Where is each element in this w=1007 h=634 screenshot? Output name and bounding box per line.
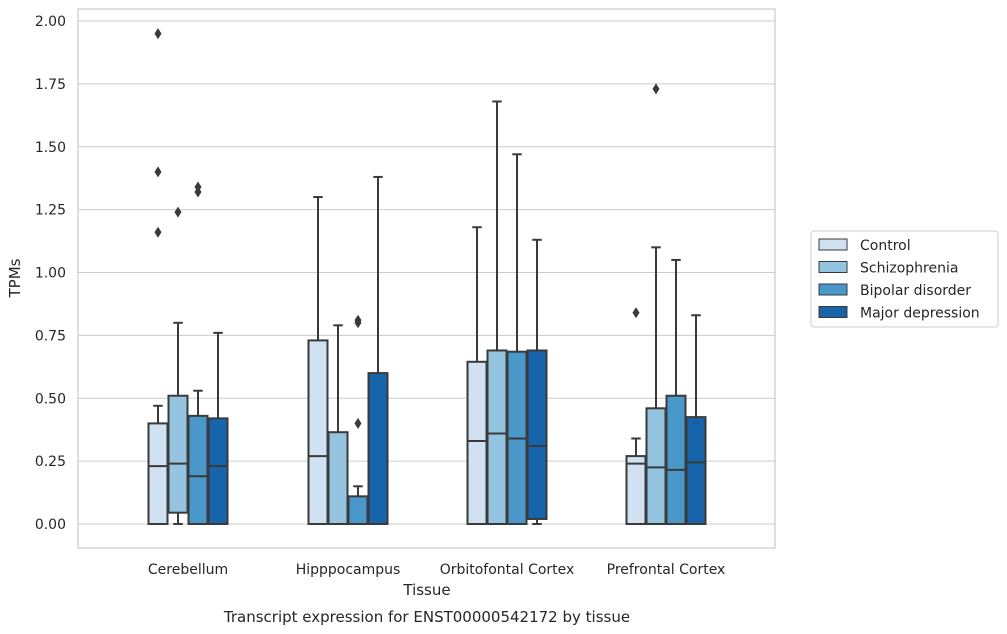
outlier-point <box>154 166 162 178</box>
outlier-point <box>354 417 362 429</box>
x-tick-label: Orbitofontal Cortex <box>440 562 575 578</box>
y-tick-label: 1.75 <box>35 77 66 93</box>
y-tick-label: 2.00 <box>35 14 66 30</box>
outlier-point <box>154 28 162 40</box>
outlier-point <box>154 226 162 238</box>
y-tick-label: 0.00 <box>35 517 66 533</box>
box <box>207 417 229 525</box>
legend-label: Bipolar disorder <box>860 283 971 299</box>
legend-label: Major depression <box>860 306 980 322</box>
box <box>526 349 548 520</box>
x-axis-label: Tissue <box>402 581 450 599</box>
box <box>187 414 209 526</box>
outlier-point <box>194 186 202 198</box>
legend-frame <box>810 230 999 328</box>
y-tick-label: 1.25 <box>35 203 66 219</box>
box <box>327 431 349 526</box>
box <box>347 495 369 525</box>
outlier-point <box>652 83 660 95</box>
legend-swatch <box>818 283 848 296</box>
box <box>367 372 389 525</box>
legend-label: Control <box>860 238 911 254</box>
chart-caption: Transcript expression for ENST0000054217… <box>223 608 630 626</box>
legend: Control Schizophrenia Bipolar disorder Majo… <box>810 230 999 328</box>
legend-swatch <box>818 306 848 318</box>
x-axis-ticks: Cerebellum Hipppocampus Orbitofontal Corte… <box>148 562 725 578</box>
x-tick-label: Cerebellum <box>148 562 228 578</box>
box <box>645 407 667 525</box>
outlier-point <box>354 317 362 329</box>
x-tick-label: Hipppocampus <box>296 562 401 578</box>
y-tick-label: 1.00 <box>35 266 66 282</box>
box <box>665 394 687 525</box>
y-axis-label: TPMs <box>6 258 24 298</box>
outlier-point <box>632 307 640 319</box>
box-series <box>147 28 707 526</box>
box <box>167 394 189 514</box>
y-axis-ticks: 0.00 0.25 0.50 0.75 1.00 1.25 1.50 1.75 2.00 <box>35 14 66 533</box>
y-tick-label: 0.50 <box>35 391 66 407</box>
box <box>147 422 169 525</box>
x-tick-label: Prefrontal Cortex <box>607 562 726 578</box>
box <box>466 360 488 525</box>
box <box>307 339 329 525</box>
y-tick-label: 0.25 <box>35 454 66 470</box>
box <box>625 455 647 525</box>
y-tick-label: 1.50 <box>35 140 66 156</box>
box <box>685 416 707 525</box>
legend-swatch <box>818 238 848 251</box>
legend-swatch <box>818 261 848 273</box>
y-tick-label: 0.75 <box>35 328 66 344</box>
outlier-point <box>174 206 182 218</box>
plot-frame <box>77 8 776 549</box>
box <box>486 349 508 525</box>
legend-label: Schizophrenia <box>860 261 958 277</box>
